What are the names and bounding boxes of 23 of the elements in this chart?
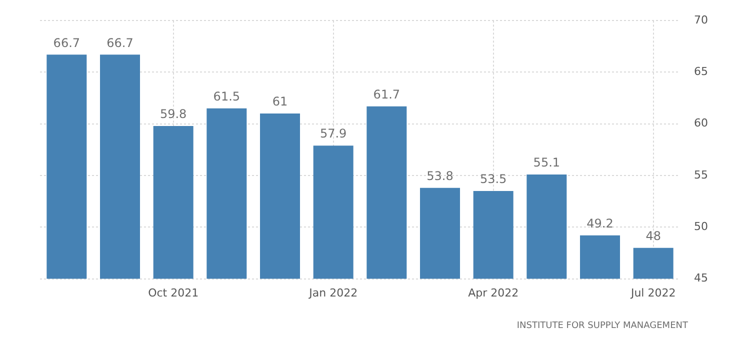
text: INSTITUTE FOR SUPPLY MANAGEMENT	[516, 320, 688, 331]
data-label: 53.5	[480, 172, 507, 186]
y-tick-label: 50	[694, 220, 708, 234]
data-label: 61	[272, 94, 288, 109]
data-label: 48	[646, 228, 661, 243]
y-tick-label: 45	[694, 272, 708, 285]
x-tick-label: Jan 2022	[308, 286, 358, 300]
y-tick-label: 60	[694, 116, 708, 130]
data-label: 49.2	[586, 216, 614, 231]
data-label: 61.5	[213, 90, 240, 104]
y-tick-label: 70	[694, 13, 708, 26]
x-tick-label: Jul 2022	[630, 286, 676, 300]
data-label: 55.1	[533, 156, 560, 170]
data-label: 59.8	[160, 107, 187, 122]
x-tick-label: Oct 2021	[148, 286, 199, 300]
y-tick-label: 65	[694, 65, 708, 78]
data-label: 66.7	[106, 36, 134, 50]
data-label: 66.7	[53, 36, 80, 50]
data-label: 53.8	[426, 169, 454, 184]
data-label: 61.7	[373, 87, 400, 102]
y-tick-label: 55	[694, 168, 708, 182]
x-tick-label: Apr 2022	[468, 286, 519, 300]
data-label: 57.9	[320, 126, 347, 141]
